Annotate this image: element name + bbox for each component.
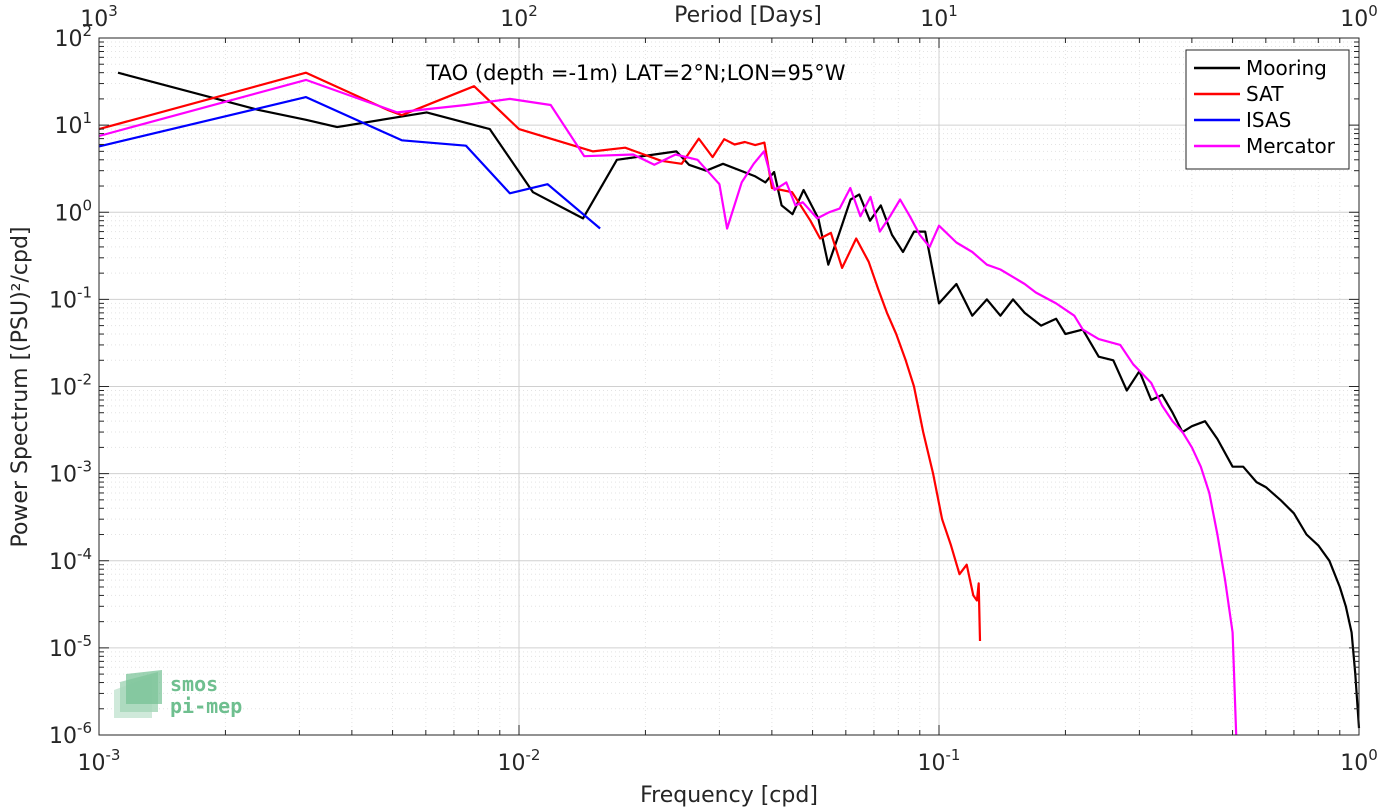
legend-box [1185,49,1350,170]
x-tick-label: 10-3 [78,746,121,776]
y-tick-label: 100 [54,196,92,226]
legend-label-isas: ISAS [1246,108,1291,132]
top-tick-label: 103 [80,2,118,32]
series-line-sat [98,71,982,642]
x-tick-label: 100 [1340,746,1378,776]
series-line-mercator [98,78,1238,736]
smos-pimep-logo: smos pi-mep [114,670,242,718]
y-tick-label: 10-2 [49,371,92,401]
axis-ticks [98,37,1360,736]
y-tick-label: 10-4 [49,545,92,575]
y-tick-label: 10-5 [49,632,92,662]
series-group [98,71,1361,736]
legend-label-mooring: Mooring [1246,56,1327,80]
y-tick-label: 10-6 [49,719,92,749]
legend-label-sat: SAT [1246,82,1284,106]
legend-label-mercator: Mercator [1246,134,1336,158]
x-axis-label: Frequency [cpd] [640,783,818,808]
y-tick-label: 10-3 [49,458,92,488]
logo-text-smos: smos [170,672,218,696]
x-tick-label: 10-2 [498,746,541,776]
y-tick-label: 101 [54,109,92,139]
y-axis-label: Power Spectrum [(PSU)²/cpd] [8,226,33,547]
series-line-mooring [117,71,1361,729]
top-tick-label: 101 [920,2,958,32]
logo-shape-front [126,670,162,704]
series-line-isas [98,95,601,230]
y-tick-label: 10-1 [49,283,92,313]
top-axis-label: Period [Days] [674,3,822,28]
top-tick-label: 100 [1340,2,1378,32]
x-tick-label: 10-1 [918,746,961,776]
logo-text-pimep: pi-mep [170,694,242,718]
top-tick-label: 102 [500,2,538,32]
y-tick-label: 102 [54,22,92,52]
chart-title: TAO (depth =-1m) LAT=2°N;LON=95°W [425,61,845,85]
